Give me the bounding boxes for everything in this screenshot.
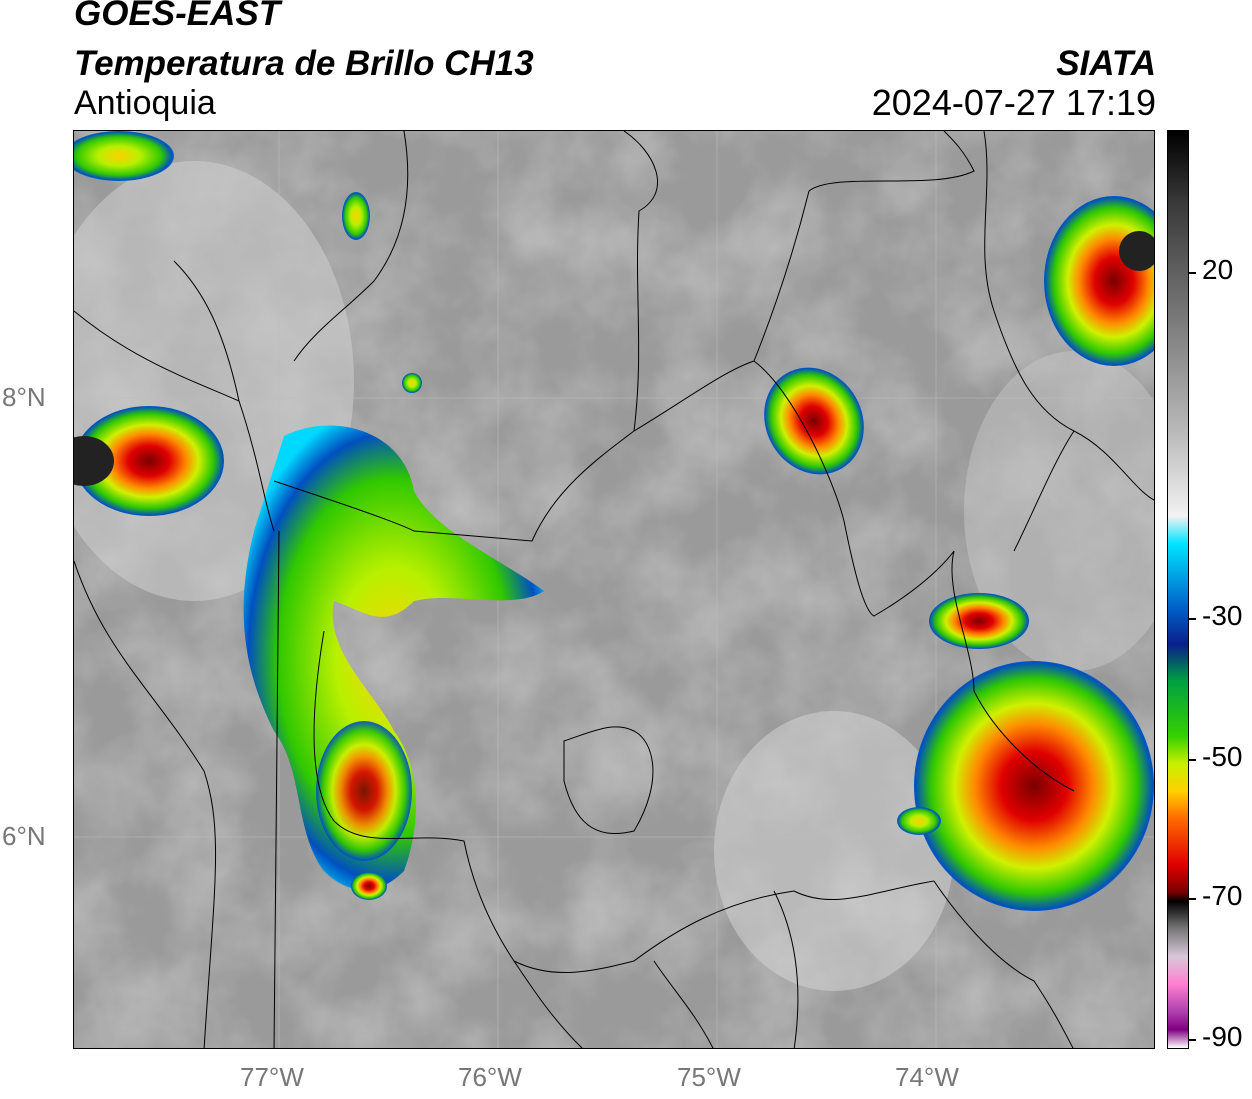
- colorbar-label: -70: [1202, 880, 1243, 911]
- map-image: [74, 131, 1154, 1048]
- region-title: Antioquia: [74, 84, 216, 122]
- x-tick-label: 76°W: [458, 1062, 522, 1092]
- colorbar-label: 20: [1202, 254, 1234, 285]
- colorbar-tick: [1189, 898, 1196, 900]
- colorbar-label: -30: [1202, 600, 1243, 631]
- x-tick-label: 75°W: [677, 1062, 741, 1092]
- x-tick-label: 77°W: [240, 1062, 304, 1092]
- organization-label: SIATA: [1056, 44, 1156, 83]
- colorbar-label: -90: [1202, 1021, 1243, 1052]
- colorbar-tick: [1189, 272, 1196, 274]
- colorbar-label: -50: [1202, 741, 1243, 772]
- product-title: Temperatura de Brillo CH13: [74, 44, 534, 83]
- colorbar-tick: [1189, 1039, 1196, 1041]
- colorbar-tick: [1189, 759, 1196, 761]
- timestamp-label: 2024-07-27 17:19: [871, 82, 1156, 123]
- satellite-map: [73, 130, 1155, 1049]
- temperature-colorbar: [1167, 130, 1189, 1049]
- y-tick-label: 6°N: [2, 821, 46, 851]
- colorbar-tick: [1189, 618, 1196, 620]
- x-tick-label: 74°W: [895, 1062, 959, 1092]
- satellite-title: GOES-EAST: [74, 0, 281, 33]
- y-tick-label: 8°N: [2, 382, 46, 412]
